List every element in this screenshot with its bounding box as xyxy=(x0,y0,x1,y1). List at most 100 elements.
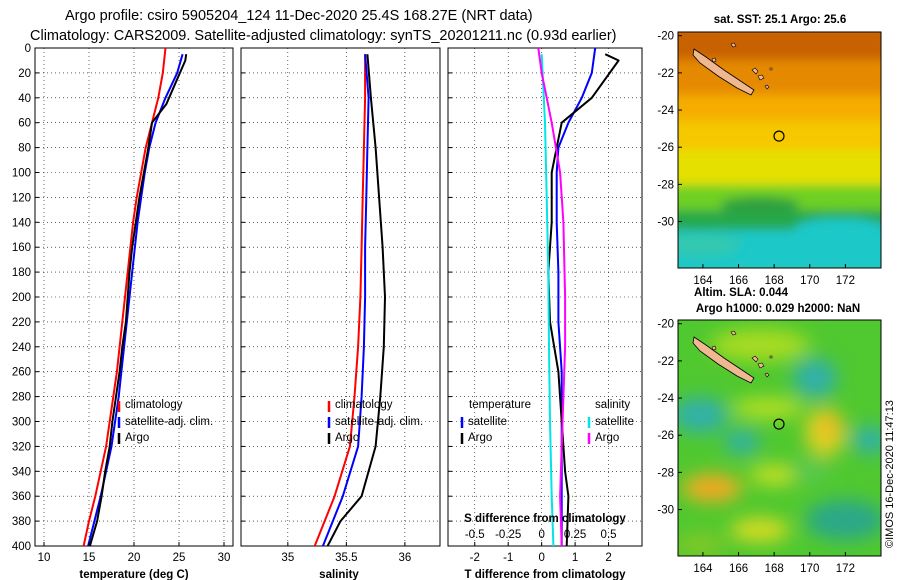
difference-xtick-label: 0 xyxy=(538,552,544,564)
sst-map-frame xyxy=(677,31,882,269)
depth-tick-label: 180 xyxy=(12,267,31,279)
map-lon-tick-label: 166 xyxy=(729,563,748,575)
salinity-ticks: 35 35.5 36 xyxy=(241,47,411,564)
difference-legend-sal-argo: Argo xyxy=(595,432,619,444)
temperature-series-satellite-adj-clim- xyxy=(87,53,184,546)
difference-salinity-tick-label: 0.25 xyxy=(564,529,586,541)
temperature-series-argo xyxy=(88,54,188,546)
temperature-legend-climatology: climatology xyxy=(125,399,183,411)
map-lon-tick-label: 166 xyxy=(729,275,748,287)
map-lat-tick-label: -26 xyxy=(657,142,674,154)
salinity-series-argo xyxy=(326,54,386,546)
temperature-legend-argo: Argo xyxy=(125,432,149,444)
salinity-series-satellite-adj-clim- xyxy=(321,54,370,546)
sla-map-subtitle: Argo h1000: 0.029 h2000: NaN xyxy=(696,303,860,315)
difference-xtick-label: 2 xyxy=(605,552,611,564)
depth-tick-label: 340 xyxy=(12,466,31,478)
map-lon-tick-label: 168 xyxy=(765,563,784,575)
map-lat-tick-label: -28 xyxy=(657,467,674,479)
map-lon-tick-label: 164 xyxy=(693,563,713,575)
salinity-legend: climatology satellite-adj. clim. Argo xyxy=(327,399,423,444)
difference-xtick-label: -1 xyxy=(503,552,513,564)
temperature-series-layer xyxy=(82,48,188,546)
temperature-xlabel: temperature (deg C) xyxy=(79,569,188,580)
depth-tick-label: 200 xyxy=(12,292,31,304)
figure-title-line2: Climatology: CARS2009. Satellite-adjuste… xyxy=(30,28,617,44)
depth-tick-label: 300 xyxy=(12,417,31,429)
map-lon-tick-label: 168 xyxy=(765,275,784,287)
depth-tick-label: 220 xyxy=(12,317,31,329)
depth-tick-label: 100 xyxy=(12,168,31,180)
salinity-xtick-label: 35 xyxy=(281,552,294,564)
map-lat-tick-label: -22 xyxy=(657,68,674,80)
difference-salinity-ticks: -0.5 -0.25 0 0.25 0.5 xyxy=(465,529,617,541)
difference-legend-sal-satellite: satellite xyxy=(595,416,634,428)
difference-series-salinity-satellite xyxy=(540,54,555,546)
sla-map-xticks: 164 166 168 170 172 xyxy=(693,552,855,575)
sst-map-panel: sat. SST: 25.1 Argo: 25.6 -20-22-24-26-2… xyxy=(657,14,882,287)
temperature-xtick-label: 20 xyxy=(128,552,141,564)
map-lon-tick-label: 164 xyxy=(693,275,713,287)
map-lat-tick-label: -20 xyxy=(657,31,674,43)
sla-map-field xyxy=(678,320,881,556)
temperature-xtick-label: 30 xyxy=(218,552,231,564)
difference-salinity-tick-label: 0 xyxy=(538,529,544,541)
temperature-xtick-label: 10 xyxy=(38,552,51,564)
salinity-series-climatology xyxy=(313,54,367,546)
depth-tick-label: 260 xyxy=(12,367,31,379)
difference-series-salinity-argo xyxy=(537,48,567,546)
depth-tick-label: 280 xyxy=(12,392,31,404)
salinity-gridlines xyxy=(241,47,440,547)
sst-map-field xyxy=(678,32,881,268)
depth-tick-label: 160 xyxy=(12,242,31,254)
salinity-series-layer xyxy=(313,54,386,546)
sst-map-xticks: 164 166 168 170 172 xyxy=(693,264,855,287)
salinity-legend-argo: Argo xyxy=(335,432,359,444)
difference-xlabel: T difference from climatology xyxy=(464,569,626,580)
difference-salinity-tick-label: -0.5 xyxy=(465,529,485,541)
map-lat-tick-label: -24 xyxy=(657,105,674,117)
sla-map-frame xyxy=(677,319,882,557)
sla-map-yticks: -20 -22 -24 -26 -28 -30 xyxy=(657,319,682,517)
depth-tick-label: 400 xyxy=(12,541,31,553)
difference-salinity-axis-label: S difference from climatology xyxy=(464,513,626,525)
depth-tick-label: 380 xyxy=(12,516,31,528)
map-lon-tick-label: 170 xyxy=(800,563,819,575)
temperature-gridlines xyxy=(35,47,233,547)
depth-tick-label: 60 xyxy=(18,118,31,130)
difference-gridlines xyxy=(448,47,642,547)
difference-legend-temp-satellite: satellite xyxy=(468,416,507,428)
salinity-xtick-label: 36 xyxy=(398,552,411,564)
difference-legend-temp-argo: Argo xyxy=(468,432,492,444)
depth-tick-label: 80 xyxy=(18,143,31,155)
temperature-ticks: 0 20 40 60 80 100 120 140 160 180 200 220 240 260 280 3… xyxy=(12,43,231,564)
map-lat-tick-label: -30 xyxy=(657,217,674,229)
difference-salinity-tick-label: 0.5 xyxy=(601,529,617,541)
sst-map-yticks: -20 -22 -24 -26 -28 -30 xyxy=(657,31,682,229)
salinity-xlabel: salinity xyxy=(319,569,359,580)
map-lat-tick-label: -28 xyxy=(657,179,674,191)
map-lat-tick-label: -20 xyxy=(657,319,674,331)
sst-argo-location-marker xyxy=(773,130,785,142)
difference-legend-salinity-title: salinity xyxy=(595,399,630,411)
salinity-plot-frame xyxy=(240,47,441,547)
map-lon-tick-label: 172 xyxy=(836,563,855,575)
difference-salinity-tick-label: -0.25 xyxy=(495,529,521,541)
salinity-legend-satellite: satellite-adj. clim. xyxy=(335,416,423,428)
difference-series-temperature-argo xyxy=(547,53,620,546)
salinity-xtick-label: 35.5 xyxy=(335,552,357,564)
salinity-panel: 35 35.5 36 salinity climatology satellite-… xyxy=(240,47,441,580)
difference-xtick-label: -2 xyxy=(470,552,480,564)
temperature-panel: 0 20 40 60 80 100 120 140 160 180 200 220 240 260 280 3… xyxy=(12,43,234,580)
temperature-xtick-label: 15 xyxy=(83,552,96,564)
map-lat-tick-label: -26 xyxy=(657,430,674,442)
difference-legend-temperature-title: temperature xyxy=(469,399,531,411)
sla-argo-location-marker xyxy=(773,418,785,430)
depth-tick-label: 240 xyxy=(12,342,31,354)
difference-ticks: -2 -1 0 1 2 xyxy=(448,47,612,564)
difference-legend-temperature: temperature satellite Argo xyxy=(460,399,531,444)
temperature-legend-satellite: satellite-adj. clim. xyxy=(125,416,213,428)
sla-map-panel: Altim. SLA: 0.044 Argo h1000: 0.029 h200… xyxy=(657,287,882,575)
temperature-legend: climatology satellite-adj. clim. Argo xyxy=(117,399,213,444)
